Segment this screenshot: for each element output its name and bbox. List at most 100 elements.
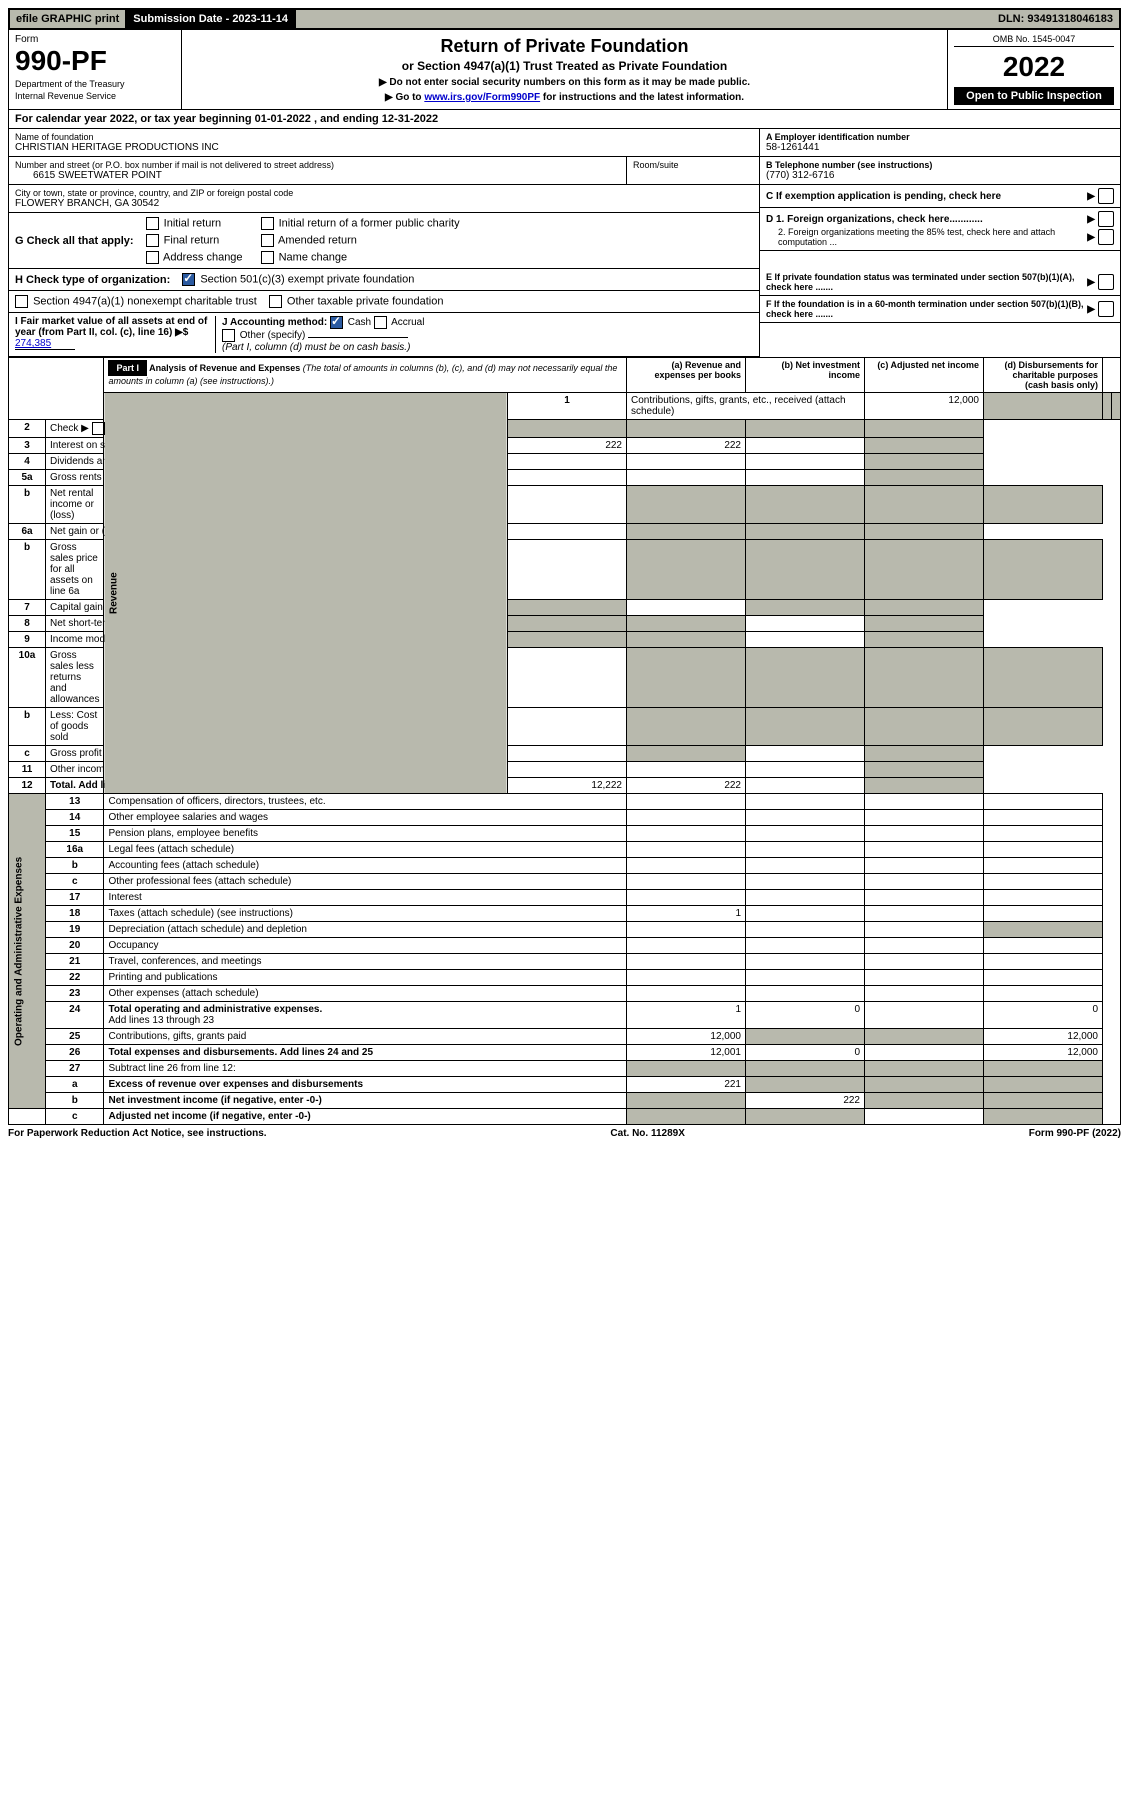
line-24-a: 1: [627, 1002, 746, 1029]
line-25-d: 12,000: [984, 1029, 1103, 1045]
address-change-checkbox[interactable]: [146, 251, 159, 264]
final-return-checkbox[interactable]: [146, 234, 159, 247]
schb-checkbox[interactable]: [92, 422, 105, 435]
line-20-num: 20: [46, 938, 104, 954]
other-checkbox[interactable]: [222, 329, 235, 342]
room-label: Room/suite: [633, 160, 753, 170]
line-10c-num: c: [9, 746, 46, 762]
org-info: Name of foundation CHRISTIAN HERITAGE PR…: [8, 129, 1121, 269]
line-16a-num: 16a: [46, 842, 104, 858]
tax-year: 2022: [954, 51, 1114, 83]
form-subtitle: or Section 4947(a)(1) Trust Treated as P…: [188, 59, 941, 73]
line-13-num: 13: [46, 794, 104, 810]
foundation-name: CHRISTIAN HERITAGE PRODUCTIONS INC: [15, 142, 753, 153]
irs: Internal Revenue Service: [15, 91, 175, 101]
address-change-label: Address change: [163, 251, 243, 263]
f-checkbox[interactable]: [1098, 301, 1114, 317]
line-15-num: 15: [46, 826, 104, 842]
phone-label: B Telephone number (see instructions): [766, 160, 1114, 170]
f-label: F If the foundation is in a 60-month ter…: [766, 299, 1087, 319]
initial-former-checkbox[interactable]: [261, 217, 274, 230]
g-check-row: G Check all that apply: Initial return I…: [9, 213, 759, 269]
arrow-icon: ▶$: [175, 327, 188, 338]
g-label: G Check all that apply:: [15, 235, 134, 247]
line-23-num: 23: [46, 986, 104, 1002]
line-17-num: 17: [46, 890, 104, 906]
line-27b-b: 222: [746, 1093, 865, 1109]
footer-left: For Paperwork Reduction Act Notice, see …: [8, 1128, 267, 1139]
line-18-a: 1: [627, 906, 746, 922]
j-label: J Accounting method:: [222, 317, 327, 328]
fmv-value[interactable]: 274,385: [15, 338, 75, 350]
col-a-header: (a) Revenue and expenses per books: [627, 358, 746, 393]
line-26-b: 0: [746, 1045, 865, 1061]
line-26-a: 12,001: [627, 1045, 746, 1061]
line-27a-num: a: [46, 1077, 104, 1093]
line-22-desc: Printing and publications: [104, 970, 627, 986]
footer: For Paperwork Reduction Act Notice, see …: [8, 1125, 1121, 1142]
arrow-icon: ▶: [1087, 214, 1095, 225]
expenses-section-label: Operating and Administrative Expenses: [9, 794, 46, 1109]
line-25-num: 25: [46, 1029, 104, 1045]
part1-table: Part I Analysis of Revenue and Expenses …: [8, 357, 1121, 1125]
j-note: (Part I, column (d) must be on cash basi…: [222, 342, 410, 353]
d2-checkbox[interactable]: [1098, 229, 1114, 245]
line-16c-desc: Other professional fees (attach schedule…: [104, 874, 627, 890]
arrow-icon: ▶: [1087, 304, 1095, 315]
form-label: Form: [15, 34, 175, 45]
final-return-label: Final return: [164, 234, 220, 246]
line-25-desc: Contributions, gifts, grants paid: [104, 1029, 627, 1045]
line-27a-a: 221: [627, 1077, 746, 1093]
instr2-pre: ▶ Go to: [385, 92, 424, 103]
e-label: E If private foundation status was termi…: [766, 272, 1087, 292]
line-10b-num: b: [9, 708, 46, 746]
cash-label: Cash: [348, 317, 371, 328]
calendar-year: For calendar year 2022, or tax year begi…: [8, 110, 1121, 129]
line-8-num: 8: [9, 616, 46, 632]
line-15-desc: Pension plans, employee benefits: [104, 826, 627, 842]
initial-return-checkbox[interactable]: [146, 217, 159, 230]
part1-title: Analysis of Revenue and Expenses: [149, 363, 300, 373]
line-27c-desc: Adjusted net income (if negative, enter …: [104, 1109, 627, 1125]
name-change-checkbox[interactable]: [261, 251, 274, 264]
instructions-link[interactable]: www.irs.gov/Form990PF: [424, 92, 540, 103]
line-13-desc: Compensation of officers, directors, tru…: [104, 794, 627, 810]
line-17-desc: Interest: [104, 890, 627, 906]
line-27-desc: Subtract line 26 from line 12:: [104, 1061, 627, 1077]
dln: DLN: 93491318046183: [992, 10, 1119, 28]
arrow-icon: ▶: [1087, 191, 1095, 202]
line-27-num: 27: [46, 1061, 104, 1077]
footer-right: Form 990-PF (2022): [1029, 1128, 1121, 1139]
line-25-a: 12,000: [627, 1029, 746, 1045]
amended-return-checkbox[interactable]: [261, 234, 274, 247]
c-checkbox[interactable]: [1098, 188, 1114, 204]
ein-label: A Employer identification number: [766, 132, 1114, 142]
line-26-num: 26: [46, 1045, 104, 1061]
other-label: Other (specify): [240, 330, 306, 341]
line-27a-desc: Excess of revenue over expenses and disb…: [104, 1077, 627, 1093]
accrual-checkbox[interactable]: [374, 316, 387, 329]
other-taxable-label: Other taxable private foundation: [287, 295, 444, 307]
omb-number: OMB No. 1545-0047: [954, 34, 1114, 47]
other-taxable-checkbox[interactable]: [269, 295, 282, 308]
e-checkbox[interactable]: [1098, 274, 1114, 290]
initial-former-label: Initial return of a former public charit…: [279, 217, 460, 229]
sec501-checkbox[interactable]: [182, 273, 195, 286]
city-label: City or town, state or province, country…: [15, 188, 753, 198]
sec4947-checkbox[interactable]: [15, 295, 28, 308]
line-3-num: 3: [9, 438, 46, 454]
hij-grid: H Check type of organization: Section 50…: [8, 269, 1121, 357]
efile-label[interactable]: efile GRAPHIC print: [10, 10, 127, 28]
line-24-desc: Total operating and administrative expen…: [104, 1002, 627, 1029]
addr-label: Number and street (or P.O. box number if…: [15, 160, 620, 170]
name-change-label: Name change: [279, 251, 348, 263]
d1-checkbox[interactable]: [1098, 211, 1114, 227]
line-10a-num: 10a: [9, 648, 46, 708]
h-label: H Check type of organization:: [15, 274, 170, 286]
cash-checkbox[interactable]: [330, 316, 343, 329]
line-24-d: 0: [984, 1002, 1103, 1029]
arrow-icon: ▶: [1087, 277, 1095, 288]
arrow-icon: ▶: [1087, 232, 1095, 243]
line-16c-num: c: [46, 874, 104, 890]
line-5b-desc: Net rental income or (loss): [46, 486, 104, 524]
